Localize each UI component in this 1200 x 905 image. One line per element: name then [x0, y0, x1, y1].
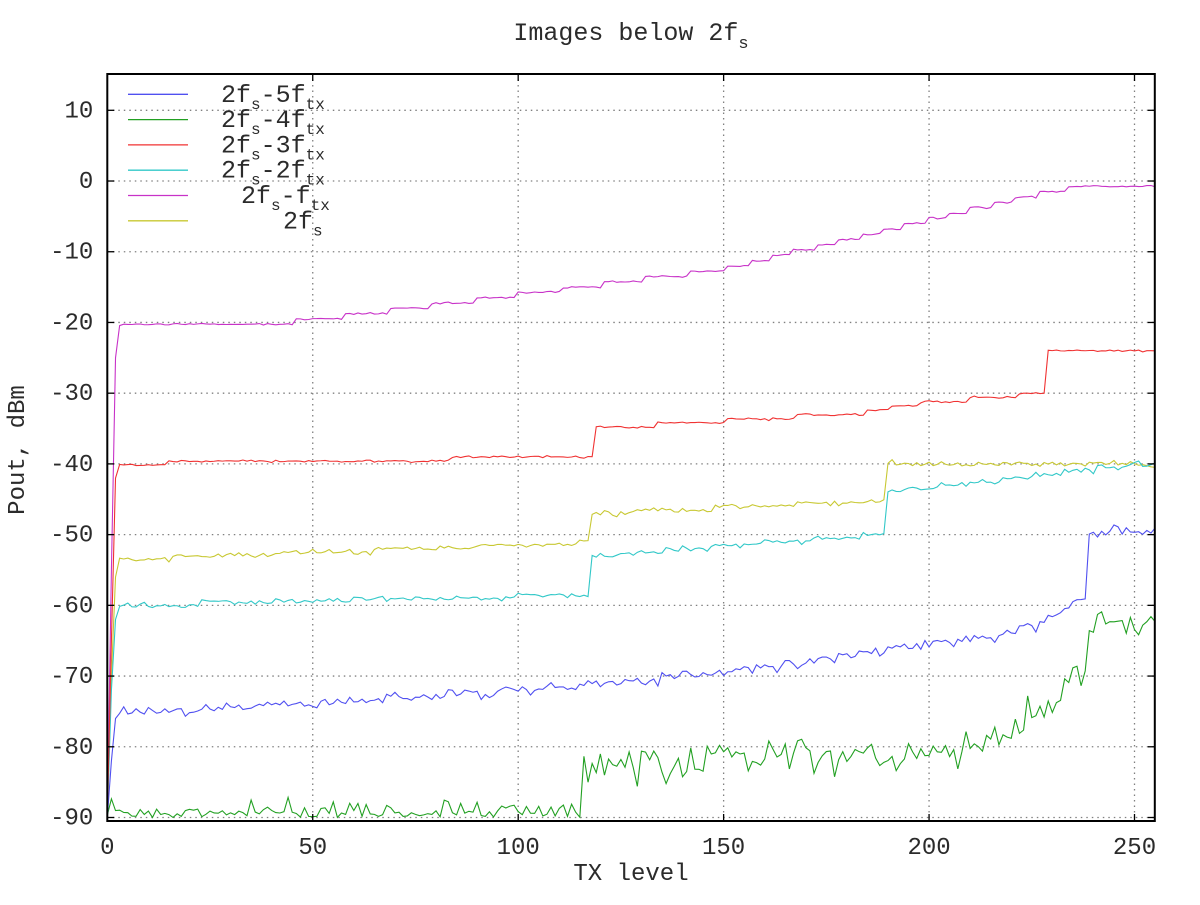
svg-text:-70: -70 [50, 664, 93, 691]
svg-text:-80: -80 [50, 735, 93, 762]
svg-text:100: 100 [497, 835, 540, 862]
svg-text:-90: -90 [50, 806, 93, 833]
svg-text:-30: -30 [50, 381, 93, 408]
svg-text:TX level: TX level [573, 861, 688, 888]
svg-text:-60: -60 [50, 593, 93, 620]
svg-text:50: 50 [298, 835, 327, 862]
svg-text:-20: -20 [50, 310, 93, 337]
svg-text:0: 0 [79, 169, 93, 196]
svg-text:10: 10 [64, 98, 93, 125]
svg-text:-50: -50 [50, 523, 93, 550]
svg-text:-10: -10 [50, 240, 93, 267]
svg-text:0: 0 [100, 835, 114, 862]
svg-text:200: 200 [907, 835, 950, 862]
svg-text:-40: -40 [50, 452, 93, 479]
svg-text:Pout, dBm: Pout, dBm [5, 385, 32, 515]
svg-text:150: 150 [702, 835, 745, 862]
svg-text:250: 250 [1113, 835, 1156, 862]
